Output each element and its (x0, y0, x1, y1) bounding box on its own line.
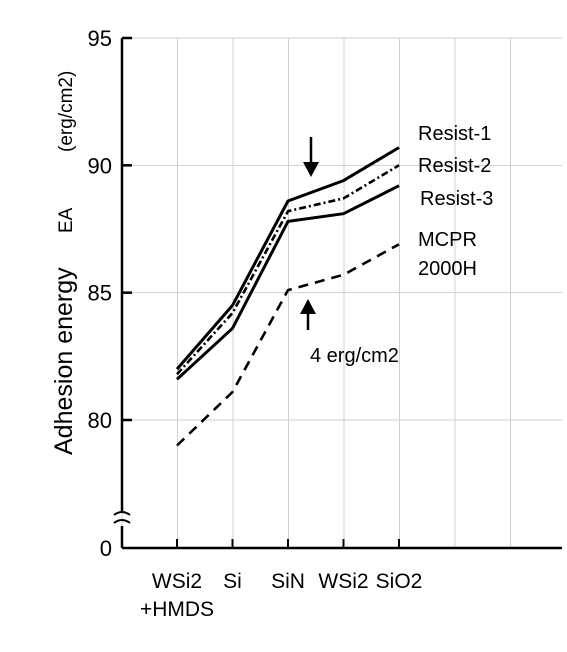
y-axis-unit: (erg/cm2) (56, 71, 77, 152)
y-tick-label: 95 (88, 26, 112, 51)
axes (113, 36, 562, 550)
series-label: Resist-3 (420, 188, 493, 210)
x-category-label: +HMDS (140, 598, 214, 621)
y-axis-symbol: EA (56, 207, 77, 233)
series-lines (175, 146, 400, 447)
x-category-label: WSi2 (152, 570, 202, 593)
arrow-up-icon (300, 299, 316, 314)
x-category-label: SiN (271, 570, 305, 593)
series-label: 2000H (418, 258, 477, 280)
x-category-label: WSi2 (318, 570, 368, 593)
series-line-resist-1 (175, 146, 400, 371)
x-category-label: SiO2 (376, 570, 423, 593)
y-tick-label-zero: 0 (100, 536, 112, 561)
annotation-label: 4 erg/cm2 (310, 345, 399, 367)
series-label: MCPR (418, 229, 477, 251)
arrow-down-icon (303, 162, 319, 177)
axis-break-mark (113, 511, 131, 516)
labels: 95 90 85 80 0 WSi2 +HMDS Si SiN WSi2 SiO2 Adhesion … (50, 26, 493, 621)
series-line-resist-2 (176, 164, 400, 376)
series-label: Resist-1 (418, 123, 491, 145)
series-label: Resist-2 (418, 155, 491, 177)
y-axis-label: Adhesion energy (50, 267, 78, 455)
grid-lines (121, 37, 562, 548)
y-tick-label: 80 (88, 408, 112, 433)
y-tick-label: 90 (88, 153, 112, 178)
axis-break-mark (113, 519, 131, 524)
series-line-resist-3 (175, 184, 400, 381)
y-tick-label: 85 (88, 281, 112, 306)
series-line-mcpr-2000h (176, 243, 400, 447)
x-category-label: Si (223, 570, 242, 593)
